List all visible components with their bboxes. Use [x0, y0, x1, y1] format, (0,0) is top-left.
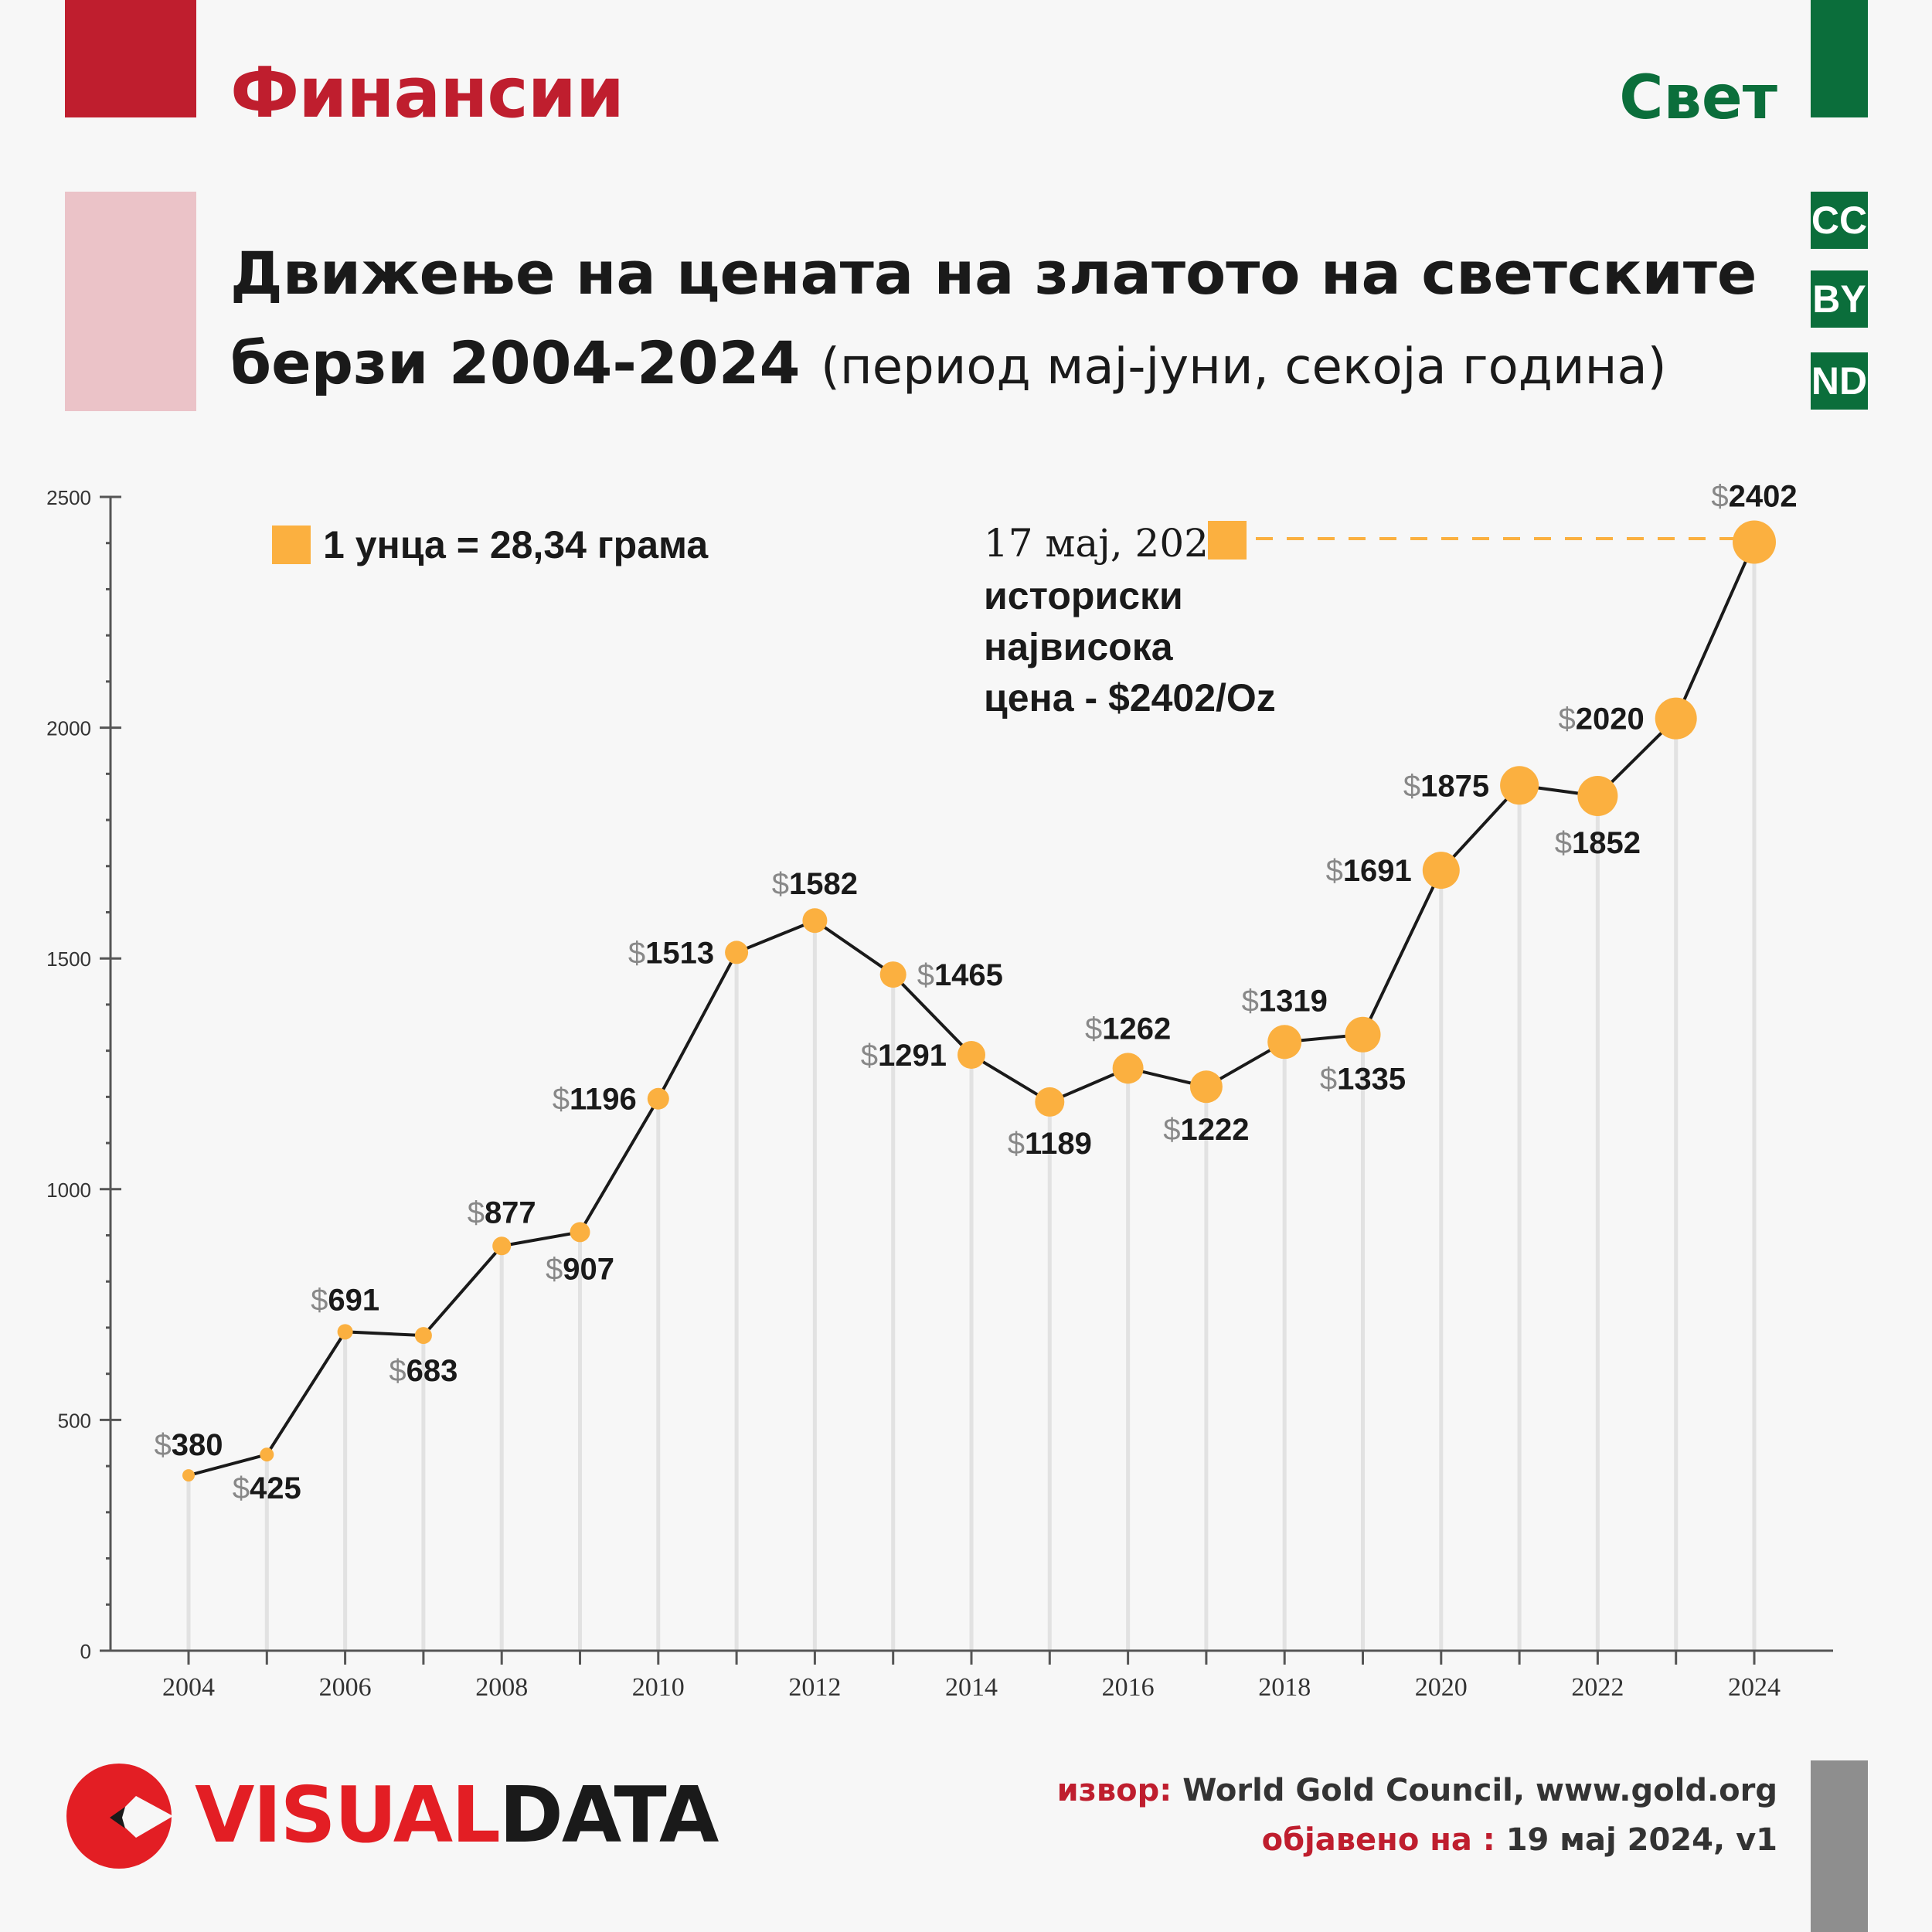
x-tick-label: 2022	[1571, 1673, 1624, 1702]
price-point	[182, 1469, 195, 1482]
price-point	[260, 1447, 274, 1462]
price-label: $1189	[1008, 1127, 1092, 1161]
x-tick-label: 2018	[1258, 1673, 1311, 1702]
price-label: $380	[155, 1428, 223, 1462]
gold-price-chart: 0 500 1000 1500 2000 2500 2004 2006 2008 2010 201…	[46, 480, 1833, 1702]
published-label: објавено на :	[1261, 1822, 1495, 1858]
x-tick-label: 2004	[162, 1673, 215, 1702]
y-tick-label: 1000	[46, 1179, 91, 1202]
price-point	[570, 1222, 590, 1243]
price-points	[182, 520, 1776, 1482]
y-tick-label: 1500	[46, 947, 91, 971]
x-tick-label: 2012	[788, 1673, 841, 1702]
price-label: $877	[468, 1196, 536, 1230]
region-color-bar	[1811, 0, 1868, 117]
price-labels: $380 $425 $691 $683 $877 $907 $1196 $1513 $1582 $…	[155, 480, 1798, 1506]
price-point	[1733, 520, 1776, 564]
y-tick-label: 0	[80, 1640, 91, 1663]
page-title: Движење на цената на златото на светскит…	[230, 229, 1760, 412]
category-label: Финансии	[230, 53, 624, 134]
price-label: $907	[546, 1252, 614, 1286]
x-tick-label: 2006	[319, 1673, 372, 1702]
price-point	[957, 1041, 985, 1070]
price-point	[337, 1324, 353, 1340]
x-axis: 2004 2006 2008 2010 2012 2014 2016 2018 2020 2022…	[111, 1649, 1833, 1702]
published-line: објавено на : 19 мај 2024, v1	[1262, 1822, 1777, 1858]
x-tick-label: 2020	[1415, 1673, 1468, 1702]
x-tick-label: 2014	[945, 1673, 998, 1702]
price-point	[1189, 1070, 1223, 1104]
footer-accent-bar	[1811, 1760, 1868, 1932]
published-value: 19 мај 2024, v1	[1505, 1822, 1777, 1858]
price-point	[1422, 852, 1460, 889]
record-note-line-1: историски	[984, 574, 1183, 617]
y-tick-label: 2500	[46, 486, 91, 509]
y-tick-label: 500	[58, 1409, 91, 1432]
price-label: $2020	[1558, 702, 1644, 736]
record-marker-swatch	[1208, 521, 1247, 560]
visualdata-logo-text: VISUALDATA	[195, 1770, 719, 1860]
license-nd-badge: ND	[1811, 352, 1868, 410]
price-label: $1196	[553, 1083, 637, 1117]
price-label: $1291	[861, 1039, 947, 1073]
price-label: $691	[311, 1283, 379, 1317]
price-point	[647, 1087, 669, 1110]
title-accent-bar	[65, 192, 196, 411]
title-subtitle: (период мај-јуни, секоја година)	[820, 338, 1667, 396]
price-point	[1500, 766, 1539, 805]
title-main: Движење на цената на златото на светскит…	[230, 239, 1757, 397]
x-tick-label: 2008	[475, 1673, 528, 1702]
price-point	[1345, 1016, 1381, 1053]
price-point	[492, 1236, 512, 1256]
price-label: $2402	[1711, 480, 1797, 514]
source-label: извор:	[1056, 1773, 1172, 1808]
price-label: $1852	[1555, 826, 1641, 860]
price-label: $1319	[1242, 984, 1328, 1018]
price-point	[1655, 697, 1697, 740]
source-line: извор: World Gold Council, www.gold.org	[1057, 1773, 1777, 1808]
vertical-drop-lines	[186, 542, 1757, 1651]
price-point	[414, 1327, 432, 1345]
legend-label: 1 унца = 28,34 грама	[323, 523, 709, 566]
price-label: $1335	[1320, 1063, 1406, 1097]
visualdata-logo-icon	[66, 1764, 173, 1869]
price-point	[1577, 775, 1618, 816]
logo-part-data: DATA	[498, 1770, 719, 1860]
price-point	[725, 940, 749, 964]
y-axis: 0 500 1000 1500 2000 2500	[46, 486, 121, 1663]
price-point	[802, 908, 828, 934]
logo-part-visual: VISUAL	[195, 1770, 501, 1860]
price-label: $1582	[772, 867, 858, 901]
category-color-bar	[65, 0, 196, 117]
x-tick-label: 2016	[1102, 1673, 1155, 1702]
license-cc-badge: CC	[1811, 192, 1868, 249]
price-label: $1691	[1326, 854, 1412, 888]
price-label: $1262	[1085, 1012, 1171, 1046]
price-point	[1267, 1025, 1302, 1060]
record-note-line-3: цена - $2402/Oz	[984, 676, 1276, 719]
price-label: $425	[233, 1471, 301, 1505]
record-date: 17 мај, 2024	[984, 521, 1233, 566]
region-label: Свет	[1619, 63, 1777, 133]
price-point	[1112, 1053, 1144, 1084]
price-label: $1465	[917, 958, 1003, 992]
price-point	[1035, 1087, 1065, 1117]
x-tick-label: 2010	[632, 1673, 685, 1702]
price-label: $1222	[1163, 1113, 1249, 1147]
source-value: World Gold Council, www.gold.org	[1182, 1773, 1777, 1808]
legend-swatch	[272, 526, 311, 564]
price-label: $1875	[1403, 769, 1489, 803]
price-label: $683	[389, 1354, 457, 1388]
record-note-line-2: највисока	[984, 625, 1173, 668]
price-label: $1513	[628, 936, 714, 970]
y-tick-label: 2000	[46, 717, 91, 740]
x-tick-label: 2024	[1728, 1673, 1781, 1702]
price-point	[879, 961, 906, 988]
license-by-badge: BY	[1811, 270, 1868, 328]
